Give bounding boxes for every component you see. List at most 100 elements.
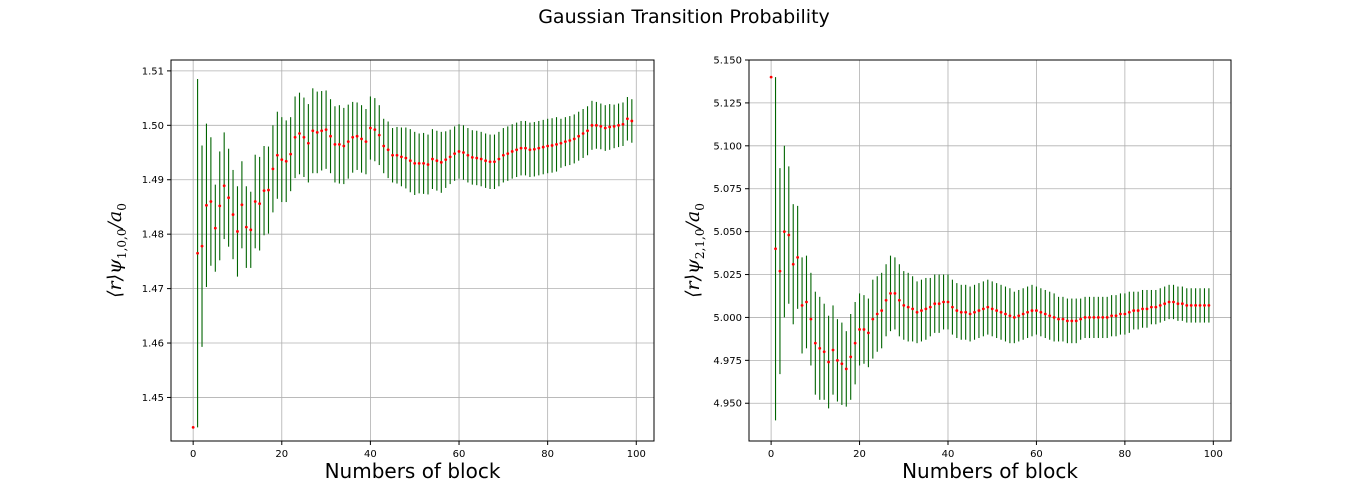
data-point <box>1207 304 1211 307</box>
data-point <box>1057 317 1060 321</box>
data-point <box>769 75 773 79</box>
data-point <box>236 230 239 233</box>
x-tick-label: 60 <box>453 449 466 460</box>
data-point <box>1141 307 1144 311</box>
data-point <box>603 126 607 130</box>
data-point <box>1004 312 1007 316</box>
data-point <box>364 140 368 144</box>
data-point <box>1154 305 1158 309</box>
data-point <box>497 157 501 161</box>
data-point <box>1074 319 1078 323</box>
data-point <box>937 302 941 306</box>
data-point <box>1105 316 1109 319</box>
data-point <box>608 125 612 129</box>
data-point <box>813 341 817 345</box>
data-point <box>621 122 625 126</box>
data-point <box>1123 312 1127 316</box>
data-point <box>1070 319 1074 323</box>
y-tick-label: 5.025 <box>713 270 742 281</box>
data-point <box>213 226 217 230</box>
data-point <box>782 230 786 234</box>
data-point <box>404 156 408 160</box>
data-point <box>351 135 355 139</box>
x-tick-label: 40 <box>942 449 955 460</box>
data-point <box>594 123 598 127</box>
data-point <box>1008 314 1012 318</box>
data-point <box>1163 302 1167 306</box>
y-tick-label: 1.46 <box>142 339 164 350</box>
data-point <box>470 156 474 159</box>
data-point <box>488 160 492 164</box>
data-point <box>506 152 510 156</box>
data-point <box>1088 316 1091 319</box>
data-point <box>524 146 527 150</box>
data-point <box>1035 309 1038 312</box>
data-point <box>959 310 963 314</box>
data-point <box>439 160 443 164</box>
data-point <box>324 128 328 132</box>
data-point <box>1110 314 1114 318</box>
data-point <box>1180 302 1184 306</box>
data-point <box>355 134 359 138</box>
data-point <box>329 134 332 138</box>
y-tick-label: 5.125 <box>713 98 742 109</box>
data-point <box>897 298 901 302</box>
figure-title: Gaussian Transition Probability <box>538 6 830 28</box>
data-point <box>293 135 297 139</box>
data-point <box>844 367 848 371</box>
data-point <box>541 145 545 149</box>
data-point <box>630 119 634 123</box>
data-point <box>999 310 1003 314</box>
data-point <box>1092 316 1096 319</box>
data-point <box>444 158 448 162</box>
data-point <box>577 134 581 138</box>
data-point <box>986 305 990 309</box>
data-point <box>200 244 204 248</box>
x-tick-label: 20 <box>275 449 288 460</box>
data-point <box>822 350 826 354</box>
data-point <box>906 305 910 309</box>
data-point <box>298 132 301 135</box>
data-point <box>849 355 853 359</box>
data-point <box>400 155 403 159</box>
data-point <box>453 152 456 156</box>
data-point <box>581 132 585 135</box>
data-point <box>858 328 861 331</box>
data-point <box>422 162 425 165</box>
data-point <box>222 184 226 188</box>
data-point <box>787 233 791 237</box>
data-point <box>1127 310 1131 314</box>
data-point <box>1167 300 1171 304</box>
data-point <box>563 140 567 144</box>
data-point <box>884 298 888 302</box>
data-point <box>448 155 452 159</box>
y-tick-label: 4.950 <box>713 399 742 410</box>
data-point <box>205 203 208 207</box>
data-point <box>990 307 994 311</box>
y-axis-label: ⟨r⟩ψ2,1,0/a0 <box>682 203 707 298</box>
data-point <box>417 162 421 165</box>
data-point <box>836 358 839 362</box>
data-point <box>284 159 288 163</box>
data-point <box>774 247 777 251</box>
data-point <box>612 125 616 128</box>
data-point <box>915 310 919 314</box>
data-point <box>231 213 235 216</box>
data-point <box>973 310 976 314</box>
data-point <box>1030 309 1034 312</box>
y-tick-label: 4.975 <box>713 356 742 367</box>
data-point <box>262 189 266 193</box>
data-point <box>218 204 222 208</box>
data-point <box>889 292 892 295</box>
data-point <box>1172 300 1175 304</box>
data-point <box>546 144 550 148</box>
x-tick-label: 100 <box>627 449 646 460</box>
data-point <box>333 142 337 146</box>
data-point <box>1079 317 1083 321</box>
y-tick-label: 1.50 <box>142 121 164 132</box>
data-point <box>227 196 231 200</box>
data-point <box>599 125 603 128</box>
data-point <box>306 141 310 145</box>
data-point <box>249 228 253 232</box>
